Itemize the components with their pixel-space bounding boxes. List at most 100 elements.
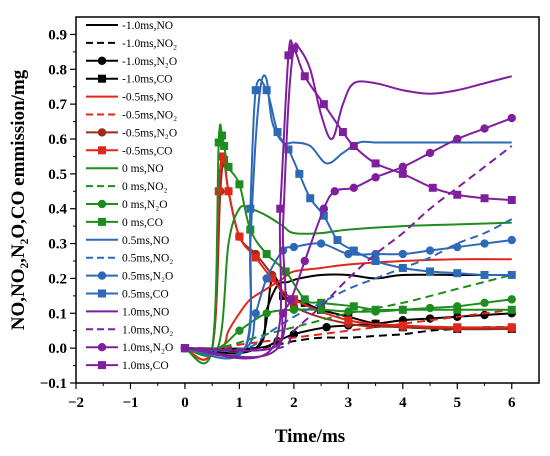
series-8 (184, 204, 512, 357)
x-tick-label: −2 (68, 395, 84, 411)
legend-label: -0.5ms,N₂O (122, 127, 177, 139)
data-point (289, 330, 299, 339)
data-point (398, 321, 407, 330)
legend-label: -0.5ms,NO₂ (122, 110, 177, 122)
x-tick-label: 3 (345, 395, 353, 411)
data-point (316, 305, 326, 314)
data-point (398, 169, 407, 178)
x-tick-label: −1 (122, 395, 138, 411)
chart-legend: -1.0ms,NO -1.0ms,NO₂ -1.0ms,N₂O -1.0ms,CO -0… (86, 20, 177, 372)
legend-label: -1.0ms,NO₂ (122, 38, 177, 50)
data-point (507, 196, 516, 204)
series-16 (184, 42, 513, 359)
legend-marker (98, 217, 106, 226)
legend-marker (97, 199, 107, 209)
data-point (322, 323, 331, 332)
y-tick-label: 0.6 (48, 132, 67, 148)
y-axis-label: NO,NO₂,N₂O,CO emmission/mg (8, 69, 29, 330)
data-point (284, 51, 293, 60)
legend-item: 0 ms,NO₂ (86, 181, 168, 193)
data-point (220, 141, 229, 150)
x-tick-label: 0 (181, 395, 189, 411)
x-tick-label: 4 (399, 395, 407, 411)
series-14 (180, 235, 516, 353)
data-point (295, 169, 304, 178)
series-4 (184, 258, 512, 351)
legend-label: 1.0ms,N₂O (122, 342, 173, 354)
legend-item: -0.5ms,NO₂ (86, 110, 177, 122)
data-point (306, 194, 315, 203)
series-5 (184, 308, 512, 350)
series-13 (184, 218, 513, 351)
data-point (262, 309, 271, 318)
data-point (344, 316, 353, 325)
series-line (184, 308, 512, 350)
data-point (349, 183, 358, 192)
series-12 (184, 74, 512, 357)
legend-label: 0.5ms,CO (122, 289, 169, 301)
series-line (184, 273, 513, 351)
series-line (184, 218, 513, 351)
legend-label: 0.5ms,N₂O (122, 271, 173, 283)
data-point (224, 187, 233, 196)
data-point (371, 257, 380, 265)
series-17 (184, 145, 513, 351)
series-18 (180, 113, 516, 353)
legend-marker (97, 271, 107, 280)
data-point (316, 239, 326, 248)
series-line (184, 74, 512, 357)
data-point (453, 190, 462, 199)
series-line (184, 42, 513, 359)
y-tick-label: 0.7 (48, 97, 67, 113)
legend-label: 1.0ms,NO (122, 306, 169, 318)
data-point (235, 180, 244, 189)
data-point (349, 302, 358, 311)
data-point (284, 145, 293, 154)
data-point (507, 295, 516, 304)
data-point (371, 173, 380, 182)
data-point (480, 194, 489, 203)
y-tick-label: 0.1 (48, 306, 67, 322)
data-point (262, 86, 271, 95)
data-point (371, 159, 380, 168)
data-point (289, 44, 298, 53)
legend-label: -1.0ms,N₂O (122, 56, 177, 68)
x-tick-label: 6 (508, 395, 516, 411)
legend-label: 0.5ms,NO (122, 235, 169, 247)
data-point (180, 344, 189, 353)
data-point (453, 134, 462, 144)
data-point (286, 295, 296, 304)
data-point (480, 270, 489, 279)
data-point (333, 236, 342, 245)
x-tick-label: 5 (454, 395, 462, 411)
data-point (507, 270, 516, 279)
data-point (507, 323, 516, 332)
data-point (426, 267, 435, 276)
data-point (319, 100, 328, 109)
legend-item: 0.5ms,NO₂ (86, 253, 173, 265)
data-point (453, 242, 462, 252)
data-point (507, 113, 516, 123)
legend-label: 0 ms,CO (122, 217, 163, 229)
legend-item: 1.0ms,NO₂ (86, 324, 173, 336)
chart-series (180, 39, 516, 365)
data-point (220, 155, 229, 164)
data-point (251, 86, 260, 95)
data-point (235, 326, 244, 335)
legend-marker (98, 146, 106, 155)
data-point (251, 253, 260, 262)
data-point (273, 128, 282, 137)
data-point (453, 269, 462, 278)
y-tick-label: −0.1 (40, 376, 67, 392)
y-tick-label: 0.3 (48, 237, 67, 253)
data-point (300, 295, 309, 304)
legend-item: 0 ms,N₂O (86, 199, 168, 211)
data-point (425, 148, 435, 158)
series-1 (184, 326, 512, 350)
legend-item: -0.5ms,CO (86, 145, 172, 157)
data-point (398, 162, 408, 172)
legend-label: 1.0ms,NO₂ (122, 324, 173, 336)
series-line (184, 162, 512, 361)
data-point (224, 162, 233, 171)
legend-item: 0.5ms,NO (86, 235, 169, 247)
